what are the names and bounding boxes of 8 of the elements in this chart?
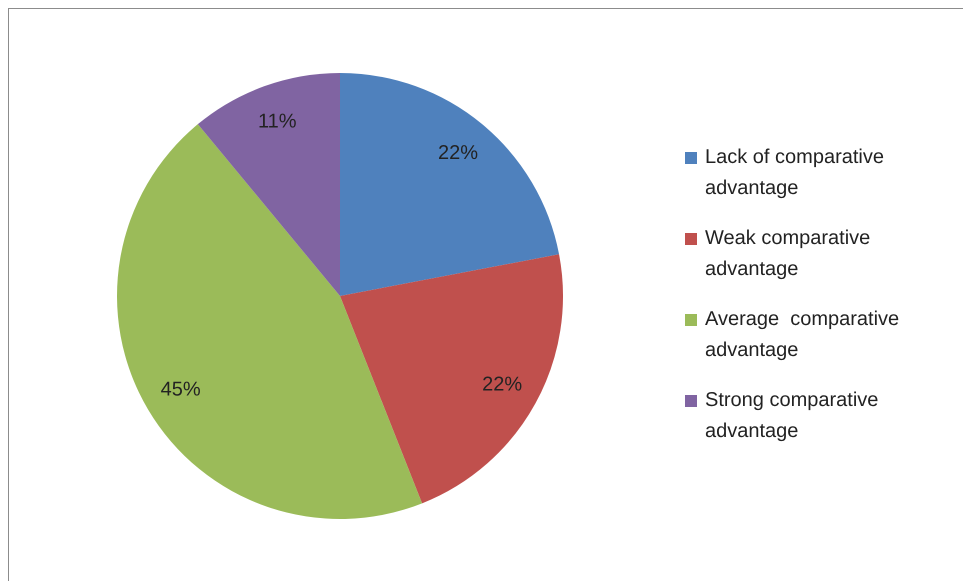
data-label: 22% xyxy=(438,142,478,164)
legend-label: Weak comparative advantage xyxy=(705,227,872,280)
data-label: 11% xyxy=(258,110,297,132)
legend-label: Strong comparative advantage xyxy=(705,389,880,442)
data-label: 45% xyxy=(160,378,201,401)
legend-label: Lack of comparative advantage xyxy=(705,146,885,199)
legend-label: Average comparative advantage xyxy=(705,308,900,361)
data-label: 22% xyxy=(482,374,522,396)
